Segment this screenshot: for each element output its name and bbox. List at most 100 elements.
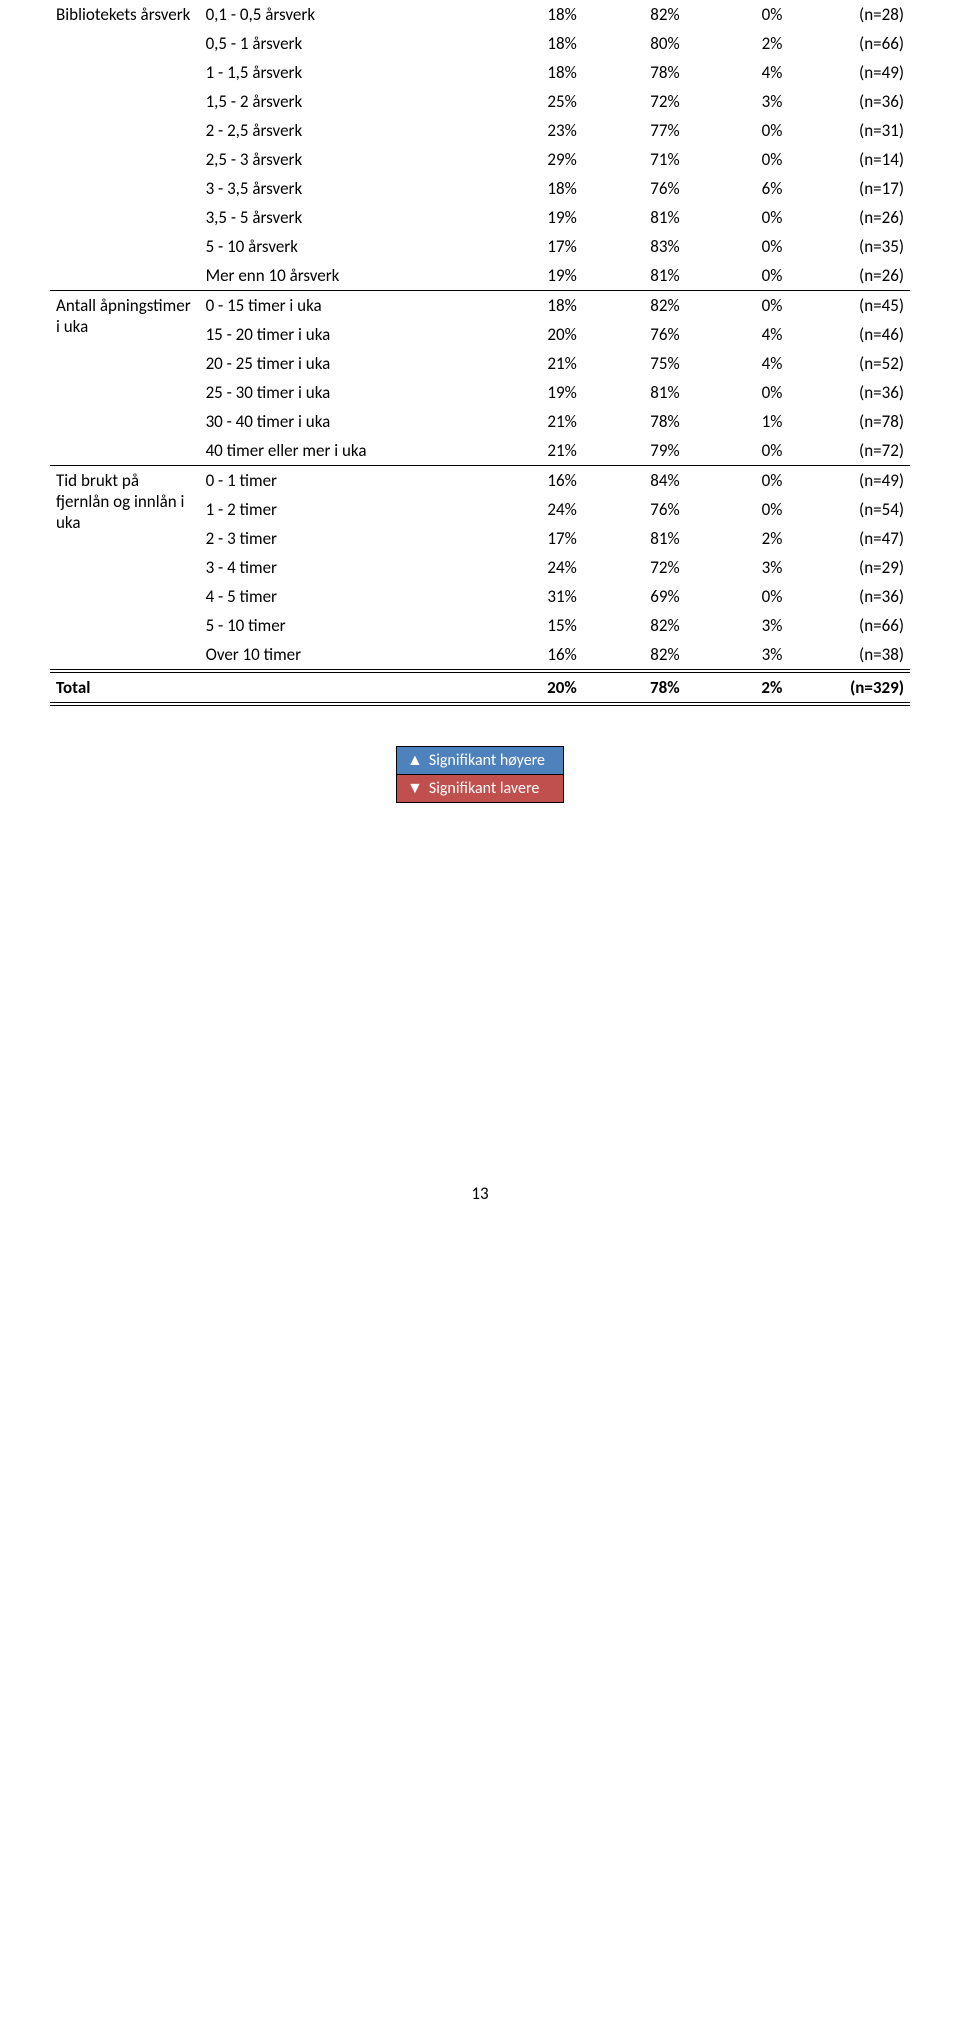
cell-value: 0% — [686, 466, 789, 496]
row-label: 5 - 10 årsverk — [200, 232, 480, 261]
cell-value: 0% — [686, 378, 789, 407]
cell-value: 18% — [480, 58, 583, 87]
cell-value: 17% — [480, 524, 583, 553]
row-label: 2 - 2,5 årsverk — [200, 116, 480, 145]
cell-value: 81% — [583, 261, 686, 291]
row-label: 3,5 - 5 årsverk — [200, 203, 480, 232]
cell-value: 69% — [583, 582, 686, 611]
cell-value: (n=26) — [788, 261, 910, 291]
cell-value: 24% — [480, 553, 583, 582]
group-label: Antall åpningstimer i uka — [50, 291, 200, 466]
cell-value: 21% — [480, 349, 583, 378]
cell-value: 20% — [480, 320, 583, 349]
cell-value: (n=72) — [788, 436, 910, 466]
row-label: 1,5 - 2 årsverk — [200, 87, 480, 116]
row-label: 0,5 - 1 årsverk — [200, 29, 480, 58]
row-label: 2,5 - 3 årsverk — [200, 145, 480, 174]
cell-value: (n=45) — [788, 291, 910, 321]
cell-value: 18% — [480, 0, 583, 29]
row-label: 1 - 1,5 årsverk — [200, 58, 480, 87]
cell-value: 81% — [583, 203, 686, 232]
cell-value: 84% — [583, 466, 686, 496]
row-label: 20 - 25 timer i uka — [200, 349, 480, 378]
row-label: 3 - 3,5 årsverk — [200, 174, 480, 203]
total-value: 20% — [480, 671, 583, 704]
cell-value: (n=29) — [788, 553, 910, 582]
cell-value: (n=78) — [788, 407, 910, 436]
total-row: Total20%78%2%(n=329) — [50, 671, 910, 704]
cell-value: 4% — [686, 58, 789, 87]
cell-value: 19% — [480, 261, 583, 291]
cell-value: 21% — [480, 436, 583, 466]
cell-value: (n=38) — [788, 640, 910, 671]
page-number: 13 — [50, 1183, 910, 1204]
cell-value: (n=36) — [788, 87, 910, 116]
row-label: 5 - 10 timer — [200, 611, 480, 640]
data-table: Bibliotekets årsverk0,1 - 0,5 årsverk18%… — [50, 0, 910, 706]
row-label: 4 - 5 timer — [200, 582, 480, 611]
cell-value: 0% — [686, 291, 789, 321]
row-label: 0 - 15 timer i uka — [200, 291, 480, 321]
cell-value: (n=36) — [788, 582, 910, 611]
cell-value: (n=36) — [788, 378, 910, 407]
cell-value: 3% — [686, 87, 789, 116]
row-label: 25 - 30 timer i uka — [200, 378, 480, 407]
cell-value: 0% — [686, 203, 789, 232]
row-label: 40 timer eller mer i uka — [200, 436, 480, 466]
cell-value: 4% — [686, 320, 789, 349]
row-label: 30 - 40 timer i uka — [200, 407, 480, 436]
cell-value: (n=46) — [788, 320, 910, 349]
legend-high: ▲Signifikant høyere — [397, 747, 564, 775]
cell-value: 72% — [583, 553, 686, 582]
row-label: 15 - 20 timer i uka — [200, 320, 480, 349]
cell-value: 82% — [583, 291, 686, 321]
group-label: Tid brukt på fjernlån og innlån i uka — [50, 466, 200, 672]
cell-value: 76% — [583, 320, 686, 349]
cell-value: 72% — [583, 87, 686, 116]
cell-value: 78% — [583, 407, 686, 436]
cell-value: 81% — [583, 378, 686, 407]
cell-value: (n=49) — [788, 466, 910, 496]
cell-value: 16% — [480, 640, 583, 671]
row-label: 0,1 - 0,5 årsverk — [200, 0, 480, 29]
row-label: 1 - 2 timer — [200, 495, 480, 524]
cell-value: (n=17) — [788, 174, 910, 203]
row-label: 2 - 3 timer — [200, 524, 480, 553]
table-row: Tid brukt på fjernlån og innlån i uka0 -… — [50, 466, 910, 496]
row-label: 3 - 4 timer — [200, 553, 480, 582]
cell-value: 3% — [686, 640, 789, 671]
cell-value: 0% — [686, 232, 789, 261]
cell-value: 83% — [583, 232, 686, 261]
cell-value: 18% — [480, 291, 583, 321]
cell-value: 19% — [480, 378, 583, 407]
cell-value: 3% — [686, 611, 789, 640]
cell-value: 3% — [686, 553, 789, 582]
cell-value: (n=14) — [788, 145, 910, 174]
cell-value: 1% — [686, 407, 789, 436]
cell-value: 24% — [480, 495, 583, 524]
cell-value: 0% — [686, 116, 789, 145]
group-label: Bibliotekets årsverk — [50, 0, 200, 291]
cell-value: 6% — [686, 174, 789, 203]
legend-low-label: Signifikant lavere — [429, 779, 539, 798]
cell-value: (n=35) — [788, 232, 910, 261]
cell-value: 0% — [686, 261, 789, 291]
total-label: Total — [50, 671, 480, 704]
triangle-up-icon: ▲ — [407, 752, 423, 769]
cell-value: 0% — [686, 436, 789, 466]
table-row: Bibliotekets årsverk0,1 - 0,5 årsverk18%… — [50, 0, 910, 29]
total-value: 2% — [686, 671, 789, 704]
cell-value: 81% — [583, 524, 686, 553]
row-label: Mer enn 10 årsverk — [200, 261, 480, 291]
cell-value: 79% — [583, 436, 686, 466]
cell-value: 16% — [480, 466, 583, 496]
cell-value: (n=28) — [788, 0, 910, 29]
cell-value: (n=49) — [788, 58, 910, 87]
cell-value: (n=66) — [788, 611, 910, 640]
cell-value: 76% — [583, 495, 686, 524]
cell-value: 0% — [686, 582, 789, 611]
cell-value: (n=54) — [788, 495, 910, 524]
cell-value: 2% — [686, 29, 789, 58]
cell-value: (n=26) — [788, 203, 910, 232]
cell-value: 76% — [583, 174, 686, 203]
